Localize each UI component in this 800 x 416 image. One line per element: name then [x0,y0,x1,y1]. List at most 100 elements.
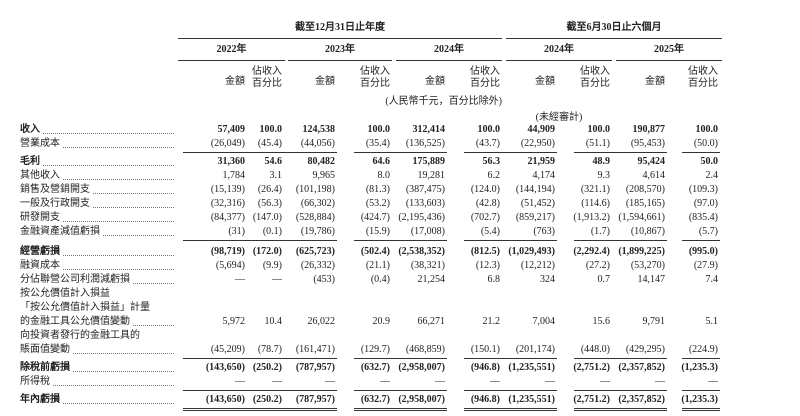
cell-value: — [272,376,282,387]
cell-value: (19,786) [300,226,335,237]
cell-value: (429,295) [625,344,665,355]
cell-value: (144,194) [515,184,555,195]
cell-value: (53.2) [365,198,390,209]
total-rule [464,240,502,241]
cell-value: (129.7) [360,344,390,355]
total-rule [464,152,502,153]
cell-value: (133,603) [405,198,445,209]
cell-value: (15.9) [365,226,390,237]
leader-dots [63,221,174,222]
cell-value: (124.0) [470,184,500,195]
row-label: 毛利 [20,156,40,167]
total-rule [574,408,612,409]
cell-value: (32,316) [210,198,245,209]
amount-header: 金額 [535,76,555,87]
cell-value: (42.8) [475,198,500,209]
year-rule [616,60,722,61]
cell-value: 66,271 [417,316,446,327]
cell-value: — [380,376,390,387]
cell-value: (787,957) [295,362,335,373]
period-header: 截至6月30日止六個月 [566,22,662,33]
cell-value: 312,414 [412,124,446,135]
cell-value: 124,538 [302,124,336,135]
cell-value: — [708,376,718,387]
cell-value: (321.1) [580,184,610,195]
total-rule [682,390,720,391]
cell-value: (1,899,225) [618,246,665,257]
row-label: 融資成本 [20,260,60,271]
leader-dots [63,269,174,270]
cell-value: (201,174) [515,344,555,355]
row-label: 除稅前虧損 [20,362,70,373]
year-header: 2023年 [325,44,355,55]
pct-header: 佔收入 [688,66,718,77]
cell-value: 5.1 [705,316,719,327]
cell-value: (147.0) [252,212,282,223]
total-rule [603,152,667,153]
total-rule [354,240,392,241]
cell-value: (95,453) [630,138,665,149]
total-rule [273,408,337,409]
row-label: 分佔聯營公司利潤減虧損 [20,274,130,285]
pct-header: 百分比 [252,78,282,89]
cell-value: (38,321) [410,260,445,271]
total-rule [682,152,720,153]
year-rule [288,60,392,61]
leader-dots [53,385,174,386]
row-label: 賬面值變動 [20,344,70,355]
pct-header: 佔收入 [580,66,610,77]
total-rule [246,358,284,359]
cell-value: (161,471) [295,344,335,355]
cell-value: (143,650) [205,362,245,373]
cell-value: (448.0) [580,344,610,355]
cell-value: (1,235.3) [681,362,718,373]
cell-value: 100.0 [367,124,391,135]
cell-value: (625,723) [295,246,335,257]
cell-value: (702.7) [470,212,500,223]
cell-value: (53,270) [630,260,665,271]
cell-value: (468,859) [405,344,445,355]
cell-value: (98,719) [210,246,245,257]
cell-value: (763) [533,226,555,237]
total-rule [273,152,337,153]
cell-value: (2,357,852) [618,394,665,405]
total-rule [383,408,447,409]
row-label: 經營虧損 [20,246,60,257]
year-rule [178,60,285,61]
total-rule [273,240,337,241]
cell-value: — [272,274,282,285]
pct-header: 百分比 [580,78,610,89]
year-rule [396,60,502,61]
total-rule [354,410,392,411]
cell-value: (84,377) [210,212,245,223]
cell-value: 21.2 [482,316,501,327]
cell-value: 175,889 [412,156,446,167]
total-rule [574,358,612,359]
total-rule [354,358,392,359]
cell-value: 21,959 [527,156,556,167]
row-label: 研發開支 [20,212,60,223]
amount-header: 金額 [645,76,665,87]
cell-value: 7.4 [705,274,719,285]
unaudited-note: (未經審計) [535,112,583,123]
total-rule [682,410,720,411]
cell-value: (835.4) [688,212,718,223]
total-rule [183,152,247,153]
cell-value: — [235,376,245,387]
cell-value: 100.0 [477,124,501,135]
cell-value: (1,235.3) [681,394,718,405]
cell-value: (45,209) [210,344,245,355]
cell-value: (51.1) [585,138,610,149]
cell-value: (1,029,493) [508,246,555,257]
cell-value: (946.8) [470,362,500,373]
cell-value: (136,525) [405,138,445,149]
cell-value: 2.4 [705,170,719,181]
row-label: 銷售及營銷開支 [20,184,90,195]
total-rule [383,240,447,241]
total-rule [464,410,502,411]
total-rule [574,390,612,391]
header-rule [178,38,502,39]
row-label: 「按公允價值計入損益」計量 [20,302,150,313]
cell-value: 20.9 [372,316,391,327]
